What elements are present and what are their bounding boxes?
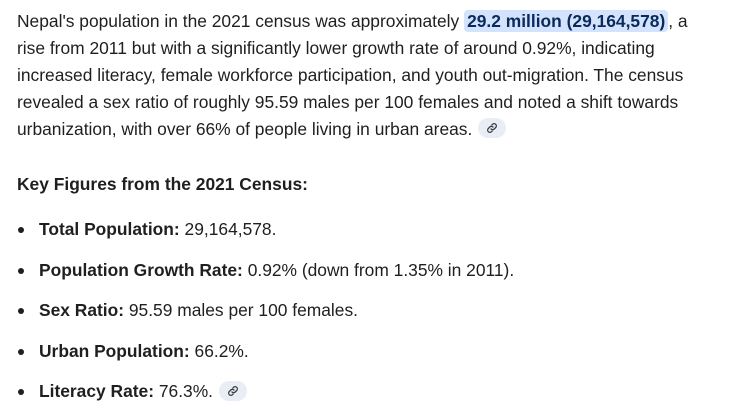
list-item-growth-rate: Population Growth Rate: 0.92% (down from… <box>17 257 718 284</box>
key-figures-list: Total Population: 29,164,578. Population… <box>17 216 718 405</box>
item-value: 76.3%. <box>154 381 214 402</box>
summary-text-start: Nepal's population in the 2021 census wa… <box>17 11 465 31</box>
item-label: Population Growth Rate: <box>39 259 243 280</box>
link-icon <box>228 385 238 396</box>
link-icon <box>487 123 498 134</box>
summary-paragraph: Nepal's population in the 2021 census wa… <box>17 8 718 143</box>
item-label: Total Population: <box>39 219 180 239</box>
key-figures-heading: Key Figures from the 2021 Census: <box>17 174 308 194</box>
item-value: 0.92% (down from 1.35% in 2011). <box>242 259 515 280</box>
item-label: Literacy Rate: <box>39 381 155 402</box>
citation-link-button[interactable] <box>219 380 248 401</box>
ai-answer: Nepal's population in the 2021 census wa… <box>17 8 718 405</box>
citation-link-button[interactable] <box>478 118 507 139</box>
highlighted-population: 29.2 million (29,164,578) <box>464 10 669 32</box>
list-item-literacy-rate: Literacy Rate: 76.3%. <box>17 378 718 405</box>
item-label: Urban Population: <box>39 340 190 361</box>
item-value: 66.2%. <box>189 340 249 361</box>
list-item-total-population: Total Population: 29,164,578. <box>17 216 718 243</box>
list-item-sex-ratio: Sex Ratio: 95.59 males per 100 females. <box>17 297 718 324</box>
item-label: Sex Ratio: <box>39 300 125 321</box>
summary-text-end: , a rise from 2011 but with a significan… <box>17 11 688 139</box>
list-item-urban-population: Urban Population: 66.2%. <box>17 338 718 365</box>
item-value: 29,164,578. <box>179 219 277 239</box>
item-value: 95.59 males per 100 females. <box>124 300 358 321</box>
